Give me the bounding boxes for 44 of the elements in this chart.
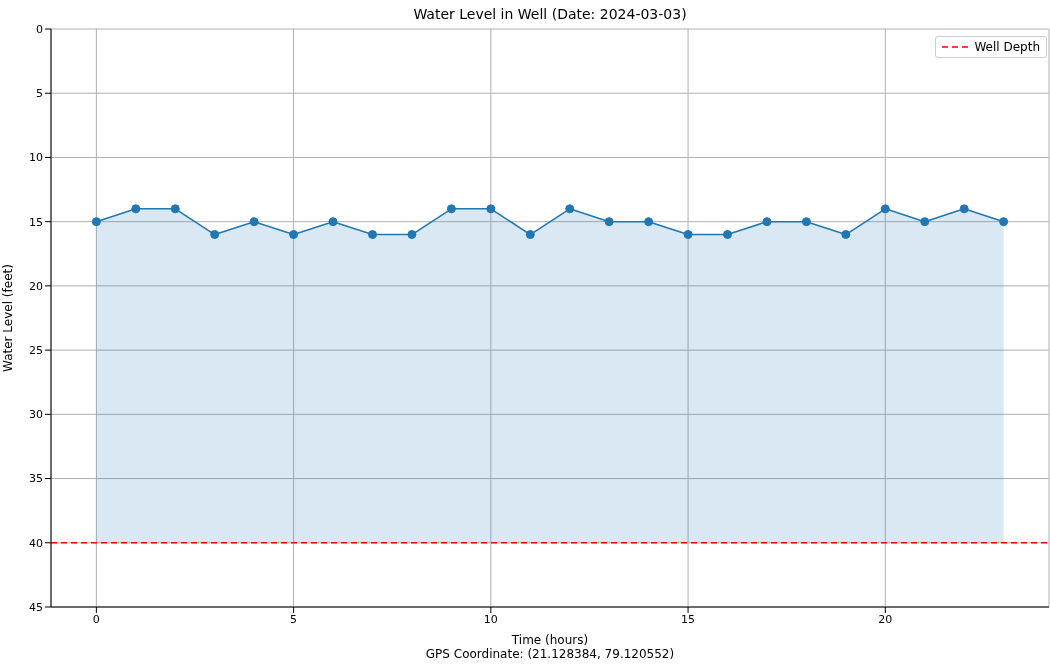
point: [328, 217, 338, 227]
point: [486, 204, 496, 214]
y-tick-label: 40: [29, 536, 43, 550]
x-tick-label: 15: [681, 612, 696, 626]
point: [525, 230, 535, 240]
point: [723, 230, 733, 240]
point: [565, 204, 575, 214]
point: [170, 204, 180, 214]
point: [131, 204, 141, 214]
point: [762, 217, 772, 227]
text: GPS Coordinate: (21.128384, 79.120552): [424, 647, 676, 661]
x-tick-label: 0: [92, 612, 100, 626]
y-tick-label: 5: [36, 87, 43, 101]
chart-title: Water Level in Well (Date: 2024-03-03): [412, 6, 688, 22]
point: [446, 204, 456, 214]
point: [289, 230, 299, 240]
point: [920, 217, 930, 227]
point: [841, 230, 851, 240]
x-tick-label: 5: [290, 612, 298, 626]
legend-label: Well Depth: [974, 40, 1040, 54]
point: [999, 217, 1009, 227]
y-tick-label: 25: [29, 344, 43, 358]
point: [210, 230, 220, 240]
y-tick-label: 15: [29, 215, 43, 229]
y-tick-label: 0: [36, 22, 43, 36]
point: [644, 217, 654, 227]
x-tick-label: 10: [483, 612, 498, 626]
point: [801, 217, 811, 227]
point: [407, 230, 417, 240]
point: [880, 204, 890, 214]
x-tick-label: 20: [878, 612, 893, 626]
point: [959, 204, 969, 214]
point: [91, 217, 101, 227]
point: [367, 230, 377, 240]
y-tick-label: 35: [29, 472, 43, 486]
y-tick-label: 10: [29, 151, 43, 165]
y-tick-label: 30: [29, 408, 43, 422]
x-axis-title: Time (hours): [510, 633, 590, 647]
y-tick-label: 20: [29, 279, 43, 293]
point: [604, 217, 614, 227]
point: [683, 230, 693, 240]
y-tick-label: 45: [29, 600, 43, 614]
point: [249, 217, 259, 227]
y-axis-title: Water Level (feet): [1, 264, 16, 372]
